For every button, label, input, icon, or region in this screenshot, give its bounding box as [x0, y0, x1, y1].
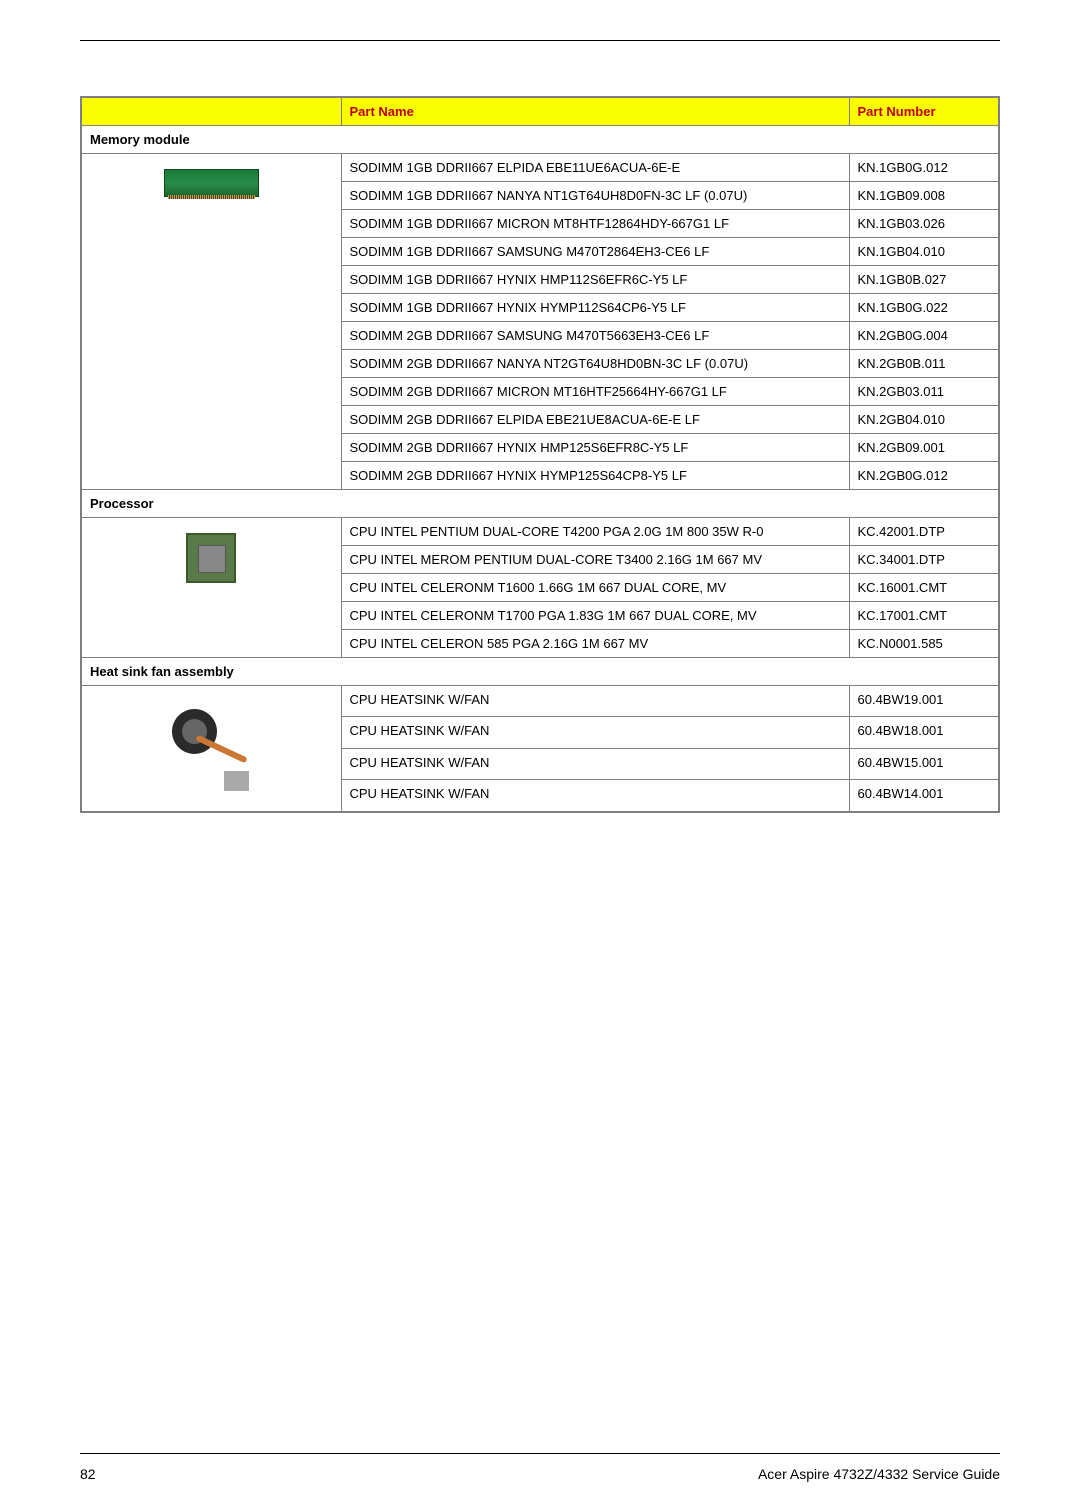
- parts-table: Part Name Part Number Memory module SODI…: [80, 96, 1000, 813]
- part-name: SODIMM 1GB DDRII667 ELPIDA EBE11UE6ACUA-…: [341, 154, 849, 182]
- part-number: 60.4BW18.001: [849, 717, 999, 748]
- memory-image-cell: [81, 154, 341, 490]
- page-number: 82: [80, 1466, 96, 1482]
- part-number: KC.42001.DTP: [849, 518, 999, 546]
- part-name: CPU INTEL CELERON 585 PGA 2.16G 1M 667 M…: [341, 630, 849, 658]
- part-name: CPU HEATSINK W/FAN: [341, 748, 849, 779]
- part-number: 60.4BW14.001: [849, 780, 999, 812]
- part-number: 60.4BW15.001: [849, 748, 999, 779]
- header-partname: Part Name: [341, 97, 849, 126]
- part-number: KN.1GB04.010: [849, 238, 999, 266]
- part-number: KN.1GB0G.022: [849, 294, 999, 322]
- part-name: SODIMM 1GB DDRII667 MICRON MT8HTF12864HD…: [341, 210, 849, 238]
- part-number: KN.1GB0G.012: [849, 154, 999, 182]
- section-memory: Memory module: [81, 126, 999, 154]
- part-number: KN.2GB04.010: [849, 406, 999, 434]
- cpu-icon: [186, 533, 236, 583]
- part-name: SODIMM 2GB DDRII667 HYNIX HYMP125S64CP8-…: [341, 462, 849, 490]
- part-number: KN.2GB0G.004: [849, 322, 999, 350]
- guide-title: Acer Aspire 4732Z/4332 Service Guide: [758, 1466, 1000, 1482]
- part-number: KC.16001.CMT: [849, 574, 999, 602]
- part-name: SODIMM 2GB DDRII667 HYNIX HMP125S6EFR8C-…: [341, 434, 849, 462]
- header-image: [81, 97, 341, 126]
- part-number: KN.2GB03.011: [849, 378, 999, 406]
- part-number: KC.17001.CMT: [849, 602, 999, 630]
- part-name: CPU HEATSINK W/FAN: [341, 780, 849, 812]
- header-partnumber: Part Number: [849, 97, 999, 126]
- part-name: CPU HEATSINK W/FAN: [341, 717, 849, 748]
- part-number: KN.1GB09.008: [849, 182, 999, 210]
- part-name: SODIMM 1GB DDRII667 NANYA NT1GT64UH8D0FN…: [341, 182, 849, 210]
- part-name: SODIMM 2GB DDRII667 ELPIDA EBE21UE8ACUA-…: [341, 406, 849, 434]
- part-name: CPU INTEL MEROM PENTIUM DUAL-CORE T3400 …: [341, 546, 849, 574]
- part-number: KN.2GB09.001: [849, 434, 999, 462]
- part-name: SODIMM 1GB DDRII667 SAMSUNG M470T2864EH3…: [341, 238, 849, 266]
- part-number: KN.1GB03.026: [849, 210, 999, 238]
- part-name: CPU INTEL PENTIUM DUAL-CORE T4200 PGA 2.…: [341, 518, 849, 546]
- part-number: KN.2GB0B.011: [849, 350, 999, 378]
- memory-module-icon: [164, 169, 259, 197]
- part-name: SODIMM 2GB DDRII667 NANYA NT2GT64U8HD0BN…: [341, 350, 849, 378]
- page-footer: 82 Acer Aspire 4732Z/4332 Service Guide: [80, 1453, 1000, 1482]
- top-divider: [80, 40, 1000, 41]
- part-name: SODIMM 1GB DDRII667 HYNIX HYMP112S64CP6-…: [341, 294, 849, 322]
- section-processor: Processor: [81, 490, 999, 518]
- heatsink-image-cell: [81, 686, 341, 813]
- heatsink-icon: [164, 701, 259, 796]
- part-name: CPU INTEL CELERONM T1600 1.66G 1M 667 DU…: [341, 574, 849, 602]
- part-number: KC.N0001.585: [849, 630, 999, 658]
- part-number: KN.1GB0B.027: [849, 266, 999, 294]
- part-name: CPU INTEL CELERONM T1700 PGA 1.83G 1M 66…: [341, 602, 849, 630]
- part-number: 60.4BW19.001: [849, 686, 999, 717]
- processor-image-cell: [81, 518, 341, 658]
- part-number: KN.2GB0G.012: [849, 462, 999, 490]
- section-heatsink: Heat sink fan assembly: [81, 658, 999, 686]
- part-name: CPU HEATSINK W/FAN: [341, 686, 849, 717]
- part-name: SODIMM 2GB DDRII667 SAMSUNG M470T5663EH3…: [341, 322, 849, 350]
- part-name: SODIMM 2GB DDRII667 MICRON MT16HTF25664H…: [341, 378, 849, 406]
- part-name: SODIMM 1GB DDRII667 HYNIX HMP112S6EFR6C-…: [341, 266, 849, 294]
- part-number: KC.34001.DTP: [849, 546, 999, 574]
